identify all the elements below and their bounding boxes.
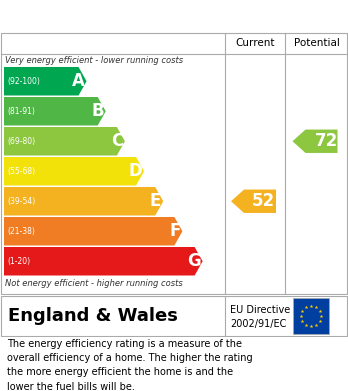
Text: (39-54): (39-54) — [7, 197, 35, 206]
Text: EU Directive: EU Directive — [230, 305, 290, 315]
Text: Very energy efficient - lower running costs: Very energy efficient - lower running co… — [5, 56, 183, 65]
Text: 52: 52 — [252, 192, 275, 210]
Text: C: C — [111, 132, 123, 150]
Text: E: E — [150, 192, 161, 210]
Text: England & Wales: England & Wales — [8, 307, 178, 325]
Text: 2002/91/EC: 2002/91/EC — [230, 319, 286, 328]
Text: The energy efficiency rating is a measure of the
overall efficiency of a home. T: The energy efficiency rating is a measur… — [7, 339, 253, 391]
Text: D: D — [128, 162, 142, 180]
Text: Not energy efficient - higher running costs: Not energy efficient - higher running co… — [5, 278, 183, 287]
Text: (55-68): (55-68) — [7, 167, 35, 176]
Text: Current: Current — [235, 38, 275, 48]
Polygon shape — [4, 247, 203, 276]
Polygon shape — [4, 97, 106, 126]
Text: Potential: Potential — [294, 38, 339, 48]
Text: 72: 72 — [315, 132, 339, 150]
Polygon shape — [293, 129, 338, 153]
Text: (92-100): (92-100) — [7, 77, 40, 86]
Text: B: B — [91, 102, 104, 120]
Text: G: G — [187, 252, 201, 270]
Text: A: A — [72, 72, 85, 90]
Polygon shape — [4, 157, 144, 185]
Bar — [293, 298, 329, 334]
Text: Energy Efficiency Rating: Energy Efficiency Rating — [9, 9, 230, 23]
Text: F: F — [169, 222, 180, 240]
Text: (21-38): (21-38) — [7, 227, 35, 236]
Polygon shape — [4, 217, 182, 246]
Polygon shape — [4, 127, 125, 156]
Text: (69-80): (69-80) — [7, 137, 35, 146]
Polygon shape — [4, 67, 87, 95]
Polygon shape — [231, 190, 276, 213]
Polygon shape — [4, 187, 163, 215]
Text: (81-91): (81-91) — [7, 107, 35, 116]
Text: (1-20): (1-20) — [7, 257, 30, 266]
